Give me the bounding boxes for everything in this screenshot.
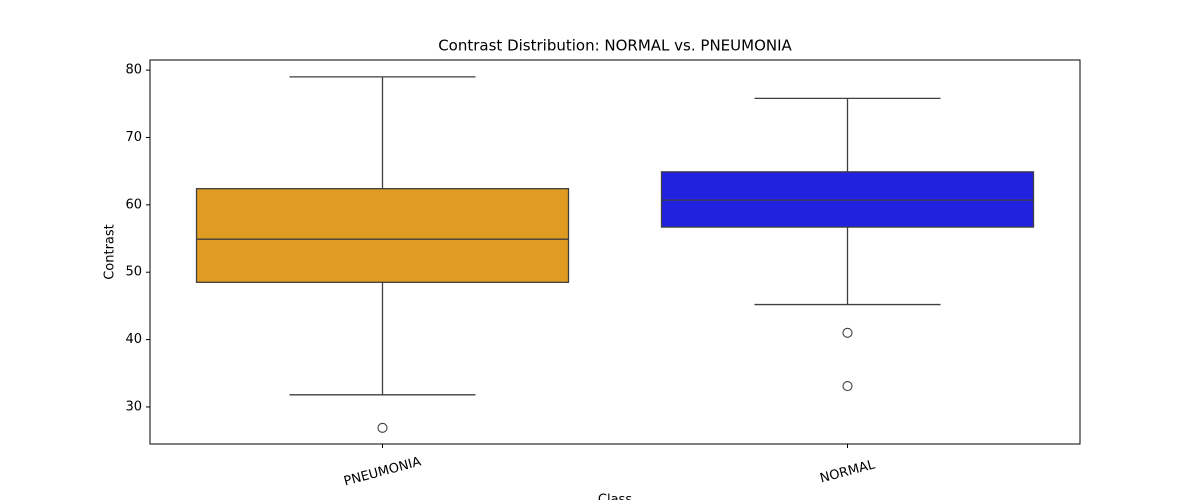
y-tick-label: 30 [125,399,142,414]
y-tick-label: 70 [125,130,142,145]
outlier [377,422,388,433]
y-tick-label: 80 [125,63,142,78]
x-tick-label: PNEUMONIA [342,454,422,489]
y-tick-label: 50 [125,265,142,280]
plot-frame [149,59,1081,445]
box [195,188,570,283]
chart-title: Contrast Distribution: NORMAL vs. PNEUMO… [438,37,792,55]
outlier [842,327,853,338]
x-axis-label: Class [598,493,632,500]
box [660,171,1035,228]
y-tick-label: 60 [125,197,142,212]
outlier [842,381,853,392]
y-axis-label: Contrast [103,224,118,280]
y-tick-label: 40 [125,332,142,347]
x-tick-label: NORMAL [818,457,877,486]
